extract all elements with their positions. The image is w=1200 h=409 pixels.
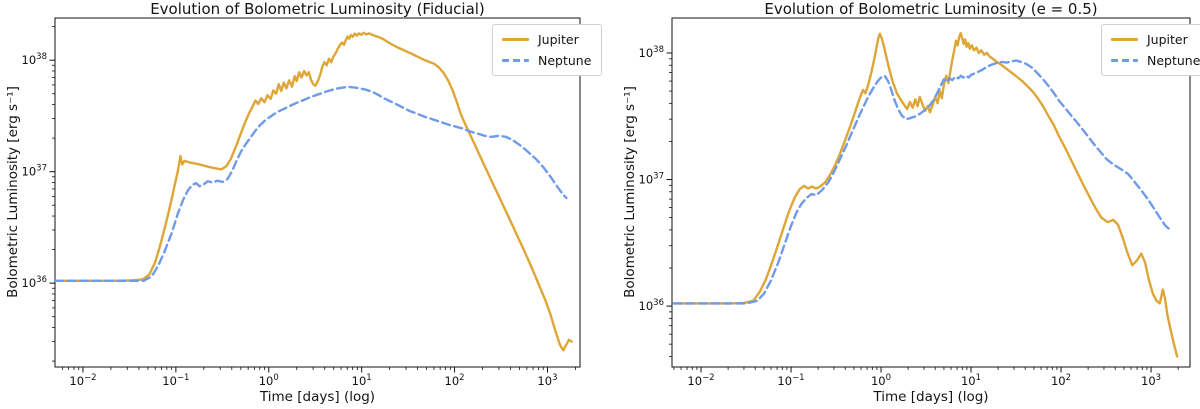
legend-label-neptune: Neptune (1147, 53, 1200, 69)
tick-label: 10−1 (777, 373, 804, 388)
left-y-axis-label: Bolometric Luminosity [erg s⁻¹] (5, 86, 21, 298)
right-legend: Jupiter Neptune (1101, 24, 1200, 77)
tick-label: 1036 (22, 275, 47, 290)
left-x-axis-label: Time [days] (log) (259, 389, 376, 405)
tick-label: 1037 (22, 164, 47, 179)
series-line-neptune (53, 85, 568, 282)
tick-label: 1036 (639, 298, 664, 313)
legend-swatch-1-0 (1111, 38, 1138, 42)
right-x-axis-label: Time [days] (log) (873, 389, 989, 405)
legend-row-jupiter: Jupiter (502, 33, 591, 46)
legend-swatch-0-0 (502, 38, 529, 42)
series-line-neptune (672, 59, 1173, 305)
legend-swatch-0-1 (502, 59, 529, 63)
plot-frame (54, 17, 581, 368)
legend-row-jupiter: Jupiter (1111, 33, 1200, 46)
legend-label-jupiter: Jupiter (538, 32, 579, 47)
series-line-jupiter (672, 32, 1179, 358)
left-legend: Jupiter Neptune (492, 24, 603, 77)
legend-swatch-1-1 (1111, 59, 1138, 63)
tick-label: 10−2 (687, 373, 714, 388)
legend-label-jupiter: Jupiter (1147, 32, 1188, 47)
left-chart-title: Evolution of Bolometric Luminosity (Fidu… (150, 0, 485, 18)
tick-label: 1038 (639, 45, 664, 60)
series-line-jupiter (53, 31, 573, 352)
plot-frame (671, 17, 1191, 368)
legend-row-neptune: Neptune (1111, 54, 1200, 67)
tick-label: 103 (537, 373, 557, 388)
legend-row-neptune: Neptune (502, 54, 591, 67)
tick-label: 102 (445, 373, 465, 388)
right-chart-title: Evolution of Bolometric Luminosity (e = … (764, 0, 1098, 18)
right-y-axis-label: Bolometric Luminosity [erg s⁻¹] (622, 86, 638, 298)
tick-label: 1038 (22, 52, 47, 67)
tick-label: 10−2 (69, 373, 96, 388)
tick-label: 102 (1051, 373, 1071, 388)
tick-label: 10−1 (162, 373, 189, 388)
tick-label: 100 (259, 373, 279, 388)
tick-label: 101 (352, 373, 372, 388)
tick-label: 1037 (639, 172, 664, 187)
chart-panel-1: 10−2 10−1 100 101 102 103 1036 1037 1038 (639, 17, 1191, 388)
tick-label: 100 (871, 373, 891, 388)
legend-label-neptune: Neptune (538, 53, 592, 69)
tick-label: 103 (1141, 373, 1161, 388)
tick-label: 101 (961, 373, 981, 388)
